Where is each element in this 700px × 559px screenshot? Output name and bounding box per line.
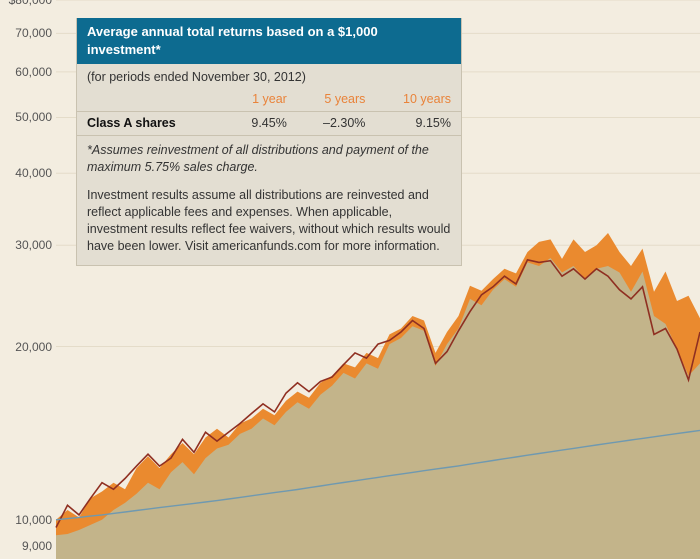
y-tick-label: 40,000 [2, 166, 52, 180]
info-box-footnote: *Assumes reinvestment of all distributio… [77, 135, 461, 182]
y-tick-label: 60,000 [2, 65, 52, 79]
y-tick-label: $80,000 [2, 0, 52, 7]
info-box-header: Average annual total returns based on a … [77, 18, 461, 64]
returns-val-10yr: 9.15% [375, 111, 461, 134]
y-tick-label: 9,000 [2, 539, 52, 553]
returns-row-label: Class A shares [77, 111, 227, 134]
y-tick-label: 70,000 [2, 26, 52, 40]
chart-container: 9,000 10,000 20,000 30,000 40,000 50,000 60,00… [0, 0, 700, 559]
y-tick-label: 50,000 [2, 110, 52, 124]
returns-val-5yr: –2.30% [297, 111, 376, 134]
info-box-body: Investment results assume all distributi… [77, 181, 461, 265]
y-tick-label: 10,000 [2, 513, 52, 527]
returns-info-box: Average annual total returns based on a … [76, 18, 462, 266]
returns-table: 1 year 5 years 10 years Class A shares 9… [77, 88, 461, 135]
returns-val-1yr: 9.45% [227, 111, 297, 134]
returns-col-1yr: 1 year [227, 88, 297, 111]
y-tick-label: 20,000 [2, 340, 52, 354]
returns-col-5yr: 5 years [297, 88, 376, 111]
y-tick-label: 30,000 [2, 238, 52, 252]
info-box-subhead: (for periods ended November 30, 2012) [77, 64, 461, 88]
returns-col-10yr: 10 years [375, 88, 461, 111]
